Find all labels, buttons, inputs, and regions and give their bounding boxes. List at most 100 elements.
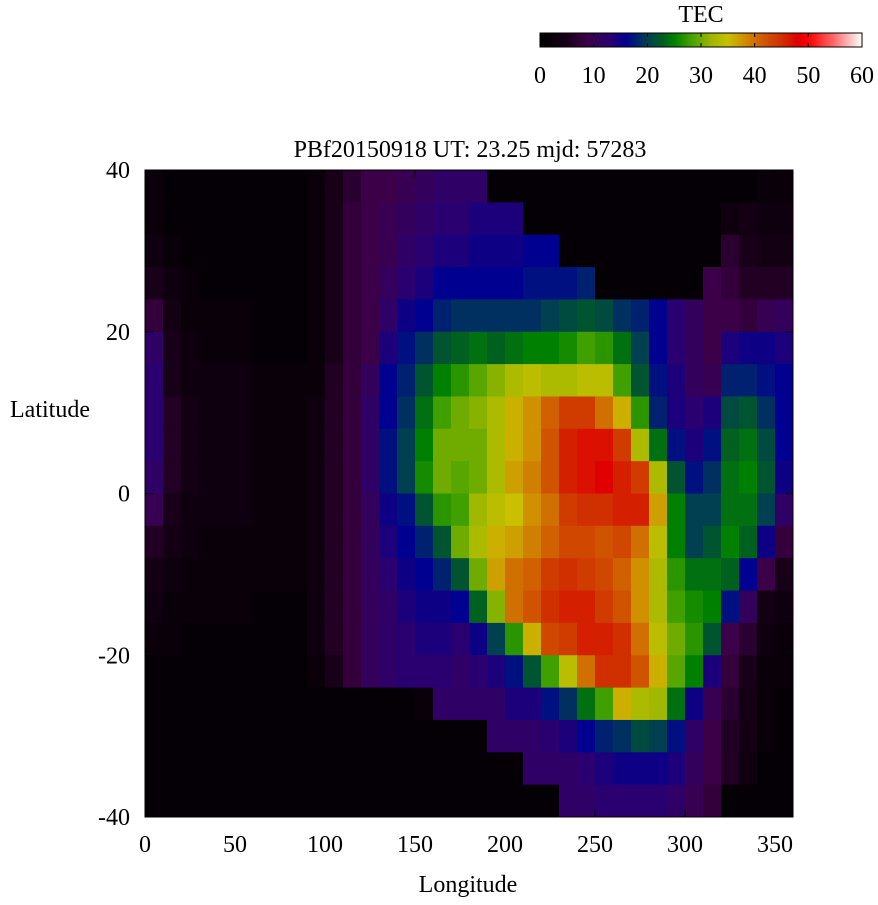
heatmap-cell (307, 299, 326, 333)
heatmap-cell (343, 170, 362, 203)
heatmap-cell (487, 590, 506, 624)
heatmap-cell (217, 267, 236, 300)
heatmap-cell (235, 590, 254, 624)
heatmap-cell (271, 655, 290, 689)
heatmap-cell (199, 234, 218, 268)
heatmap-cell (721, 396, 740, 430)
heatmap-cell (289, 784, 308, 818)
heatmap-cell (721, 622, 740, 656)
heatmap-cell (163, 428, 182, 462)
heatmap-cell (343, 590, 362, 624)
heatmap-cell (559, 687, 578, 721)
heatmap-cell (289, 299, 308, 333)
heatmap-cell (487, 525, 506, 559)
heatmap-cell (181, 428, 200, 462)
heatmap-cell (685, 461, 704, 494)
heatmap-cell (649, 655, 668, 689)
heatmap-cell (775, 784, 794, 818)
heatmap-cell (757, 202, 776, 236)
heatmap-cell (145, 331, 164, 365)
heatmap-cell (685, 364, 704, 397)
heatmap-cell (505, 461, 524, 494)
heatmap-cell (433, 687, 452, 721)
heatmap-cell (577, 267, 596, 300)
heatmap-cell (235, 396, 254, 430)
heatmap-cell (523, 396, 542, 430)
heatmap-cell (343, 687, 362, 721)
heatmap-cell (253, 622, 272, 656)
heatmap-cell (505, 687, 524, 721)
heatmap-cell (325, 558, 344, 592)
heatmap-cell (541, 687, 560, 721)
heatmap-cell (199, 170, 218, 203)
heatmap-cell (253, 267, 272, 300)
heatmap-cell (343, 493, 362, 527)
heatmap-cell (253, 202, 272, 236)
heatmap-cell (271, 525, 290, 559)
x-tick-label: 50 (223, 832, 247, 858)
heatmap-cell (721, 752, 740, 786)
heatmap-cell (451, 525, 470, 559)
heatmap-cell (469, 590, 488, 624)
heatmap-cell (487, 170, 506, 203)
heatmap-cell (307, 170, 326, 203)
heatmap-cell (613, 396, 632, 430)
heatmap-cell (541, 784, 560, 818)
heatmap-cell (145, 299, 164, 333)
heatmap-cell (757, 331, 776, 365)
heatmap-cell (181, 558, 200, 592)
heatmap-cell (649, 299, 668, 333)
heatmap-cell (343, 784, 362, 818)
heatmap-cell (649, 590, 668, 624)
heatmap-cell (613, 493, 632, 527)
heatmap-cell (397, 590, 416, 624)
heatmap-cells (145, 170, 794, 818)
y-tick-label: -20 (98, 643, 130, 669)
heatmap-cell (289, 234, 308, 268)
heatmap-cell (577, 752, 596, 786)
heatmap-cell (613, 267, 632, 300)
heatmap-cell (595, 784, 614, 818)
heatmap-cell (505, 202, 524, 236)
heatmap-cell (469, 558, 488, 592)
heatmap-cell (433, 299, 452, 333)
heatmap-cell (469, 331, 488, 365)
heatmap-cell (217, 299, 236, 333)
heatmap-cell (667, 170, 686, 203)
heatmap-cell (613, 170, 632, 203)
heatmap-cell (271, 784, 290, 818)
heatmap-cell (451, 784, 470, 818)
heatmap-cell (667, 687, 686, 721)
heatmap-cell (595, 299, 614, 333)
heatmap-cell (253, 558, 272, 592)
heatmap-cell (559, 299, 578, 333)
heatmap-cell (739, 687, 758, 721)
heatmap-cell (145, 752, 164, 786)
heatmap-cell (253, 752, 272, 786)
heatmap-cell (415, 202, 434, 236)
heatmap-cell (253, 784, 272, 818)
heatmap-cell (325, 364, 344, 397)
heatmap-cell (217, 364, 236, 397)
heatmap-cell (685, 234, 704, 268)
heatmap-cell (199, 784, 218, 818)
x-tick-label: 250 (577, 832, 613, 858)
heatmap-cell (289, 331, 308, 365)
heatmap-cell (469, 234, 488, 268)
heatmap-cell (595, 234, 614, 268)
heatmap-cell (235, 428, 254, 462)
heatmap-cell (397, 784, 416, 818)
heatmap-cell (325, 719, 344, 753)
heatmap-cell (775, 558, 794, 592)
heatmap-cell (757, 525, 776, 559)
heatmap-cell (235, 364, 254, 397)
heatmap-cell (505, 267, 524, 300)
heatmap-cell (667, 719, 686, 753)
heatmap-cell (595, 461, 614, 494)
heatmap-cell (181, 590, 200, 624)
heatmap-cell (271, 428, 290, 462)
heatmap-cell (199, 364, 218, 397)
heatmap-cell (721, 299, 740, 333)
heatmap-cell (721, 331, 740, 365)
heatmap-cell (433, 558, 452, 592)
